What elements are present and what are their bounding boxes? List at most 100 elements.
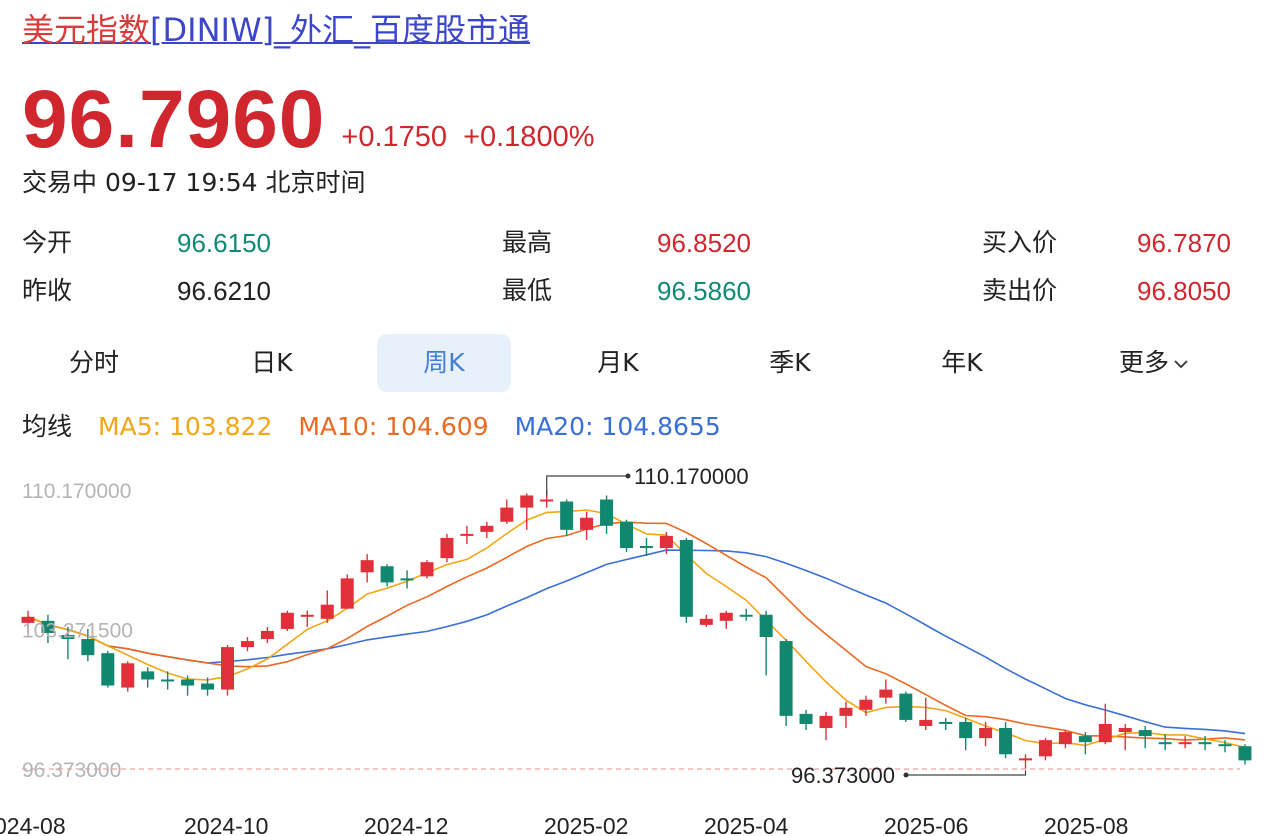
current-price: 96.7960 — [22, 74, 326, 165]
x-axis-label: 2025-06 — [884, 813, 968, 836]
candle-body — [1198, 742, 1212, 745]
candle-body — [560, 501, 574, 530]
ask-label: 卖出价 — [982, 276, 1058, 305]
candle-body — [360, 560, 374, 573]
ma-label: 均线 — [22, 412, 73, 441]
candle-body — [181, 679, 195, 686]
candle-body — [759, 614, 773, 638]
candle-body — [340, 578, 354, 609]
x-axis-label: 2025-04 — [704, 813, 789, 836]
price-row: 96.7960 +0.1750 +0.1800% — [22, 78, 594, 162]
open-value: 96.6150 — [177, 228, 271, 258]
ma10-line — [27, 521, 1246, 741]
candle-body — [600, 499, 614, 526]
tab-monthly-k[interactable]: 月K — [597, 348, 639, 377]
tab-quarterly-k[interactable]: 季K — [769, 348, 811, 377]
low-label: 最低 — [502, 276, 553, 305]
candle-body — [400, 578, 414, 581]
tab-yearly-k[interactable]: 年K — [941, 348, 983, 377]
trading-status: 交易中 09-17 19:54 北京时间 — [22, 168, 366, 197]
ma20-line — [27, 549, 1246, 735]
candle-body — [1078, 736, 1092, 743]
bid-label: 买入价 — [982, 228, 1058, 257]
candle-body — [480, 525, 494, 532]
candle-body — [380, 566, 394, 583]
max-value-label: 110.170000 — [634, 464, 749, 489]
candle-body — [620, 521, 633, 549]
candle-body — [1138, 730, 1152, 737]
period-tabs: 分时 日K 周K 月K 季K 年K 更多 — [22, 334, 1242, 394]
candle-body — [260, 630, 274, 640]
tab-weekly-k[interactable]: 周K — [377, 334, 511, 392]
open-label: 今开 — [22, 228, 73, 257]
y-axis-label: 110.170000 — [22, 480, 131, 503]
x-axis-label: 2025-08 — [1044, 813, 1128, 836]
candle-body — [1238, 746, 1252, 761]
candle-body — [320, 604, 334, 619]
high-value: 96.8520 — [657, 228, 751, 258]
candle-body — [121, 663, 135, 688]
candle-body — [839, 707, 853, 716]
tab-intraday[interactable]: 分时 — [68, 348, 119, 377]
candle-body — [919, 719, 933, 726]
price-change: +0.1750 — [341, 121, 448, 153]
candle-body — [999, 728, 1013, 755]
min-value-label: 96.373000 — [791, 763, 895, 788]
chevron-down-icon — [1174, 360, 1188, 369]
bid-value: 96.7870 — [1137, 228, 1231, 258]
title-index-name: 美元指数 — [22, 11, 151, 49]
candle-body — [161, 679, 175, 682]
page-title-link[interactable]: 美元指数[DINIW]_外汇_百度股市通 — [22, 8, 530, 52]
candle-body — [1178, 742, 1192, 745]
price-change-percent: +0.1800% — [463, 121, 595, 153]
candle-body — [799, 713, 813, 724]
candle-body — [1038, 740, 1052, 757]
candle-body — [81, 639, 95, 656]
candle-body — [500, 507, 514, 522]
ma20-value: MA20: 104.8655 — [514, 412, 721, 441]
candle-body — [201, 683, 215, 690]
min-leader-line — [908, 770, 1027, 776]
candle-body — [779, 641, 793, 716]
candle-body — [21, 616, 35, 623]
max-leader-line — [546, 475, 626, 496]
candle-body — [520, 495, 534, 508]
candle-body — [939, 721, 953, 724]
high-label: 最高 — [502, 228, 553, 257]
tab-more-label: 更多 — [1118, 348, 1169, 377]
y-axis-label: 96.373000 — [22, 759, 121, 782]
candle-body — [141, 671, 155, 680]
candle-body — [1158, 742, 1172, 745]
x-axis-label: 024-08 — [0, 813, 66, 836]
candle-body — [679, 539, 693, 617]
prev-close-label: 昨收 — [22, 276, 73, 305]
title-suffix: [DINIW]_外汇_百度股市通 — [150, 11, 531, 49]
candle-body — [580, 517, 594, 530]
candle-body — [859, 699, 873, 710]
candle-body — [1218, 744, 1232, 747]
candle-body — [460, 533, 474, 536]
candle-body — [979, 728, 993, 739]
candle-body — [1058, 732, 1072, 745]
y-axis-label: 103.271500 — [22, 620, 133, 643]
candle-body — [300, 614, 314, 617]
candle-body — [879, 689, 893, 698]
candle-body — [699, 618, 713, 625]
candle-body — [659, 535, 673, 549]
tab-daily-k[interactable]: 日K — [251, 348, 293, 377]
candle-body — [101, 653, 115, 686]
prev-close-value: 96.6210 — [177, 276, 271, 306]
candle-body — [240, 641, 254, 648]
x-axis-label: 2024-10 — [184, 813, 268, 836]
candle-body — [959, 721, 973, 739]
low-value: 96.5860 — [657, 276, 751, 306]
candle-body — [899, 693, 913, 720]
tab-more[interactable]: 更多 — [1094, 334, 1214, 392]
candle-body — [540, 499, 554, 502]
candle-body — [719, 612, 733, 621]
weekly-k-chart[interactable]: 110.170000 103.271500 96.373000 024-08 2024-… — [0, 450, 1264, 836]
candle-body — [41, 620, 55, 633]
max-marker-dot — [625, 473, 631, 479]
moving-average-legend: 均线 MA5: 103.822 MA10: 104.609 MA20: 104.865… — [22, 410, 747, 444]
x-axis-label: 2025-02 — [544, 813, 628, 836]
